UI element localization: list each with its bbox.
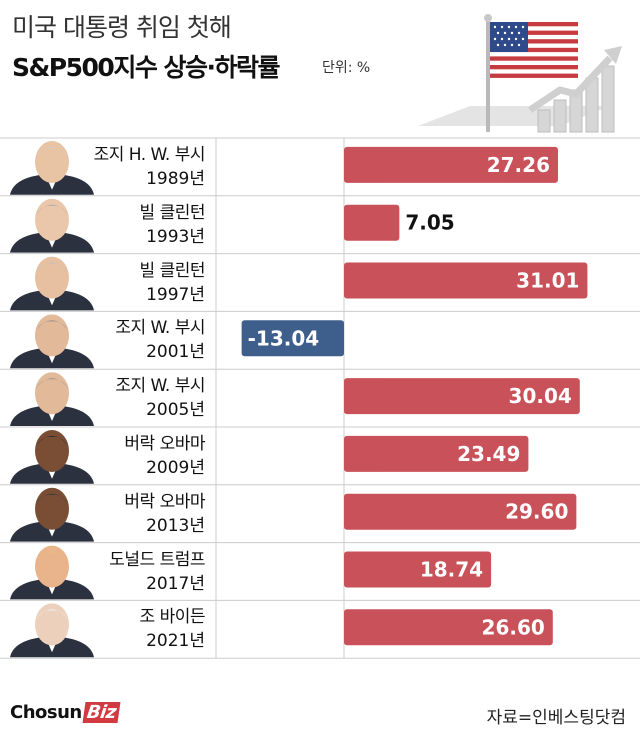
president-name: 조지 W. 부시 xyxy=(115,376,205,397)
chosunbiz-logo: Chosun Biz xyxy=(10,702,121,723)
inauguration-year: 2013년 xyxy=(146,515,205,536)
bar-2017 xyxy=(344,551,492,588)
president-portrait xyxy=(10,314,94,369)
bar-1997 xyxy=(344,262,588,299)
value-label: 7.05 xyxy=(405,211,454,235)
bar-1989 xyxy=(344,146,558,183)
president-name: 조지 H. W. 부시 xyxy=(93,145,206,165)
inauguration-year: 1989년 xyxy=(146,169,205,189)
president-portrait xyxy=(10,430,94,484)
inauguration-year: 2005년 xyxy=(146,400,205,421)
president-name: 버락 오바마 xyxy=(124,434,205,454)
president-name: 빌 클린턴 xyxy=(139,202,206,223)
bar-2001 xyxy=(241,320,344,357)
inauguration-year: 2021년 xyxy=(146,631,205,652)
bar-2009 xyxy=(344,435,529,472)
bar-2021 xyxy=(344,609,553,646)
president-name: 도널드 트럼프 xyxy=(109,549,205,570)
chart-title-line2: S&P500지수 상승·하락률 xyxy=(12,53,281,82)
value-label: 31.01 xyxy=(516,269,579,293)
bar-2013 xyxy=(344,493,577,530)
president-name: 빌 클린턴 xyxy=(139,260,206,281)
inauguration-year: 2009년 xyxy=(146,458,205,478)
inauguration-year: 1993년 xyxy=(146,226,205,247)
president-portrait xyxy=(10,141,94,195)
chart-title-line1: 미국 대통령 취임 첫해 xyxy=(12,13,232,42)
president-portrait xyxy=(10,372,94,426)
value-label: 23.49 xyxy=(457,442,520,466)
inauguration-year: 2017년 xyxy=(146,573,205,594)
value-label: 30.04 xyxy=(509,384,572,408)
president-portrait xyxy=(10,256,94,311)
source-note: 자료=인베스팅닷컴 xyxy=(486,708,626,728)
value-label: 18.74 xyxy=(420,558,483,582)
president-portrait xyxy=(10,198,94,253)
president-portrait xyxy=(10,603,94,658)
inauguration-year: 2001년 xyxy=(146,342,205,363)
president-portrait xyxy=(10,545,94,600)
value-label: 26.60 xyxy=(482,615,545,639)
value-label: 27.26 xyxy=(487,153,550,177)
unit-label: 단위: % xyxy=(322,60,371,76)
president-name: 조 바이든 xyxy=(139,607,206,628)
bar-2005 xyxy=(344,378,580,415)
president-name: 버락 오바마 xyxy=(124,491,205,512)
us-flag-and-growth-illustration xyxy=(418,14,622,133)
president-name: 조지 W. 부시 xyxy=(115,318,205,339)
president-portrait xyxy=(10,487,94,542)
inauguration-year: 1997년 xyxy=(146,284,205,305)
bar-1993 xyxy=(344,204,400,241)
value-label: 29.60 xyxy=(505,500,568,524)
value-label: -13.04 xyxy=(248,326,320,350)
